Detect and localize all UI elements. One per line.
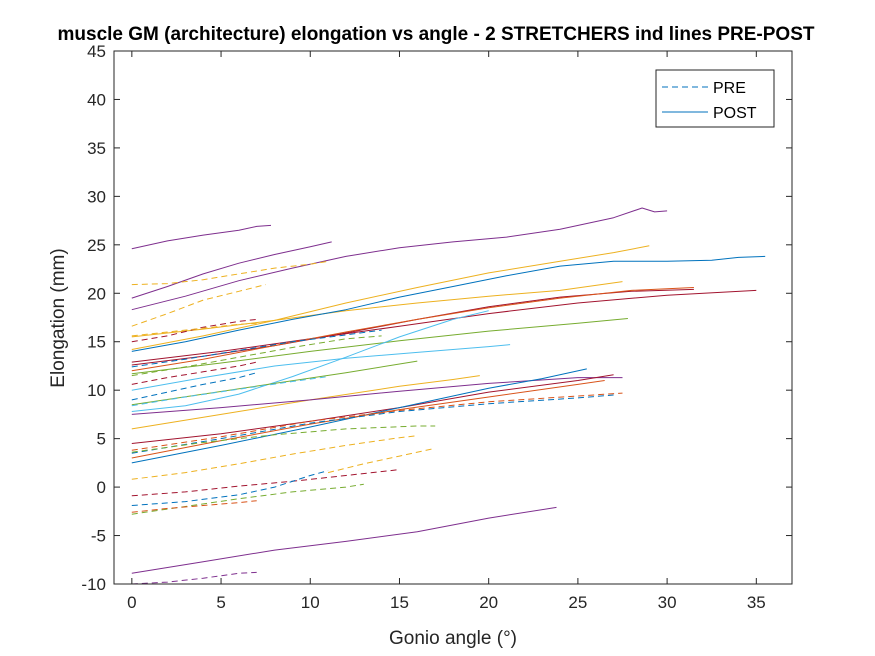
y-tick-label: 0 (97, 478, 106, 497)
y-tick-label: 5 (97, 430, 106, 449)
pre-series-line-26 (131, 372, 257, 401)
x-tick-label: 20 (479, 593, 498, 612)
post-series-line-18 (131, 506, 557, 574)
x-tick-label: 30 (658, 593, 677, 612)
post-series-line-5 (131, 255, 766, 352)
x-tick-label: 0 (127, 593, 136, 612)
y-tick-label: -5 (91, 527, 106, 546)
post-series-line-11 (131, 310, 489, 412)
pre-series-line-30 (131, 425, 436, 453)
pre-series-line-24 (131, 335, 382, 377)
post-series-line-10 (131, 344, 511, 391)
pre-series-line-20 (131, 284, 266, 327)
y-axis-label: Elongation (mm) (48, 248, 69, 387)
pre-series-line-31 (131, 435, 418, 480)
post-series-line-12 (131, 360, 418, 406)
y-tick-label: 15 (87, 333, 106, 352)
pre-series-line-28 (131, 394, 614, 454)
pre-series-line-19 (131, 260, 329, 286)
chart-title: muscle GM (architecture) elongation vs a… (58, 24, 815, 45)
pre-series-line-23 (131, 329, 382, 368)
pre-series-line-27 (131, 376, 329, 407)
legend-label-post: POST (713, 105, 757, 122)
pre-series-line-36 (131, 500, 257, 513)
post-series-line-13 (131, 375, 480, 430)
x-tick-label: 10 (301, 593, 320, 612)
post-series-line-4 (131, 245, 650, 350)
y-tick-label: 35 (87, 139, 106, 158)
post-series-line-9 (131, 318, 628, 375)
legend-label-pre: PRE (713, 80, 746, 97)
x-tick-label: 25 (568, 593, 587, 612)
y-tick-label: 20 (87, 284, 106, 303)
post-series-line-14 (131, 377, 623, 415)
axes-background (114, 51, 792, 584)
y-tick-label: 45 (87, 42, 106, 61)
pre-series-line-32 (131, 469, 400, 497)
x-tick-label: 15 (390, 593, 409, 612)
post-series-line-1 (131, 241, 332, 299)
y-tick-label: -10 (81, 575, 106, 594)
series-layer (131, 207, 766, 585)
post-series-line-7 (131, 289, 757, 363)
pre-series-line-22 (131, 322, 257, 337)
y-tick-label: 40 (87, 90, 106, 109)
legend-box (655, 69, 775, 128)
pre-series-line-29 (131, 392, 623, 451)
post-series-line-2 (131, 207, 668, 311)
post-series-line-16 (131, 368, 587, 464)
y-tick-label: 25 (87, 236, 106, 255)
legend: PRE POST (655, 69, 775, 128)
pre-series-line-37 (131, 571, 257, 585)
post-series-line-3 (131, 281, 623, 338)
pre-series-line-25 (131, 361, 257, 385)
pre-series-line-34 (131, 470, 329, 506)
x-tick-label: 5 (216, 593, 225, 612)
axes-box (113, 50, 793, 585)
x-tick-label: 35 (747, 593, 766, 612)
y-tick-label: 10 (87, 381, 106, 400)
pre-series-line-33 (327, 447, 436, 474)
post-series-line-8 (131, 287, 694, 372)
pre-series-line-21 (131, 318, 257, 343)
y-tick-label: 30 (87, 187, 106, 206)
ticks-layer: 0 5 10 15 20 25 30 35 -10 -5 0 5 10 15 20 25 30 35 40 45 (81, 42, 792, 612)
x-axis-label: Gonio angle (°) (389, 628, 517, 649)
post-series-line-0 (131, 224, 272, 250)
